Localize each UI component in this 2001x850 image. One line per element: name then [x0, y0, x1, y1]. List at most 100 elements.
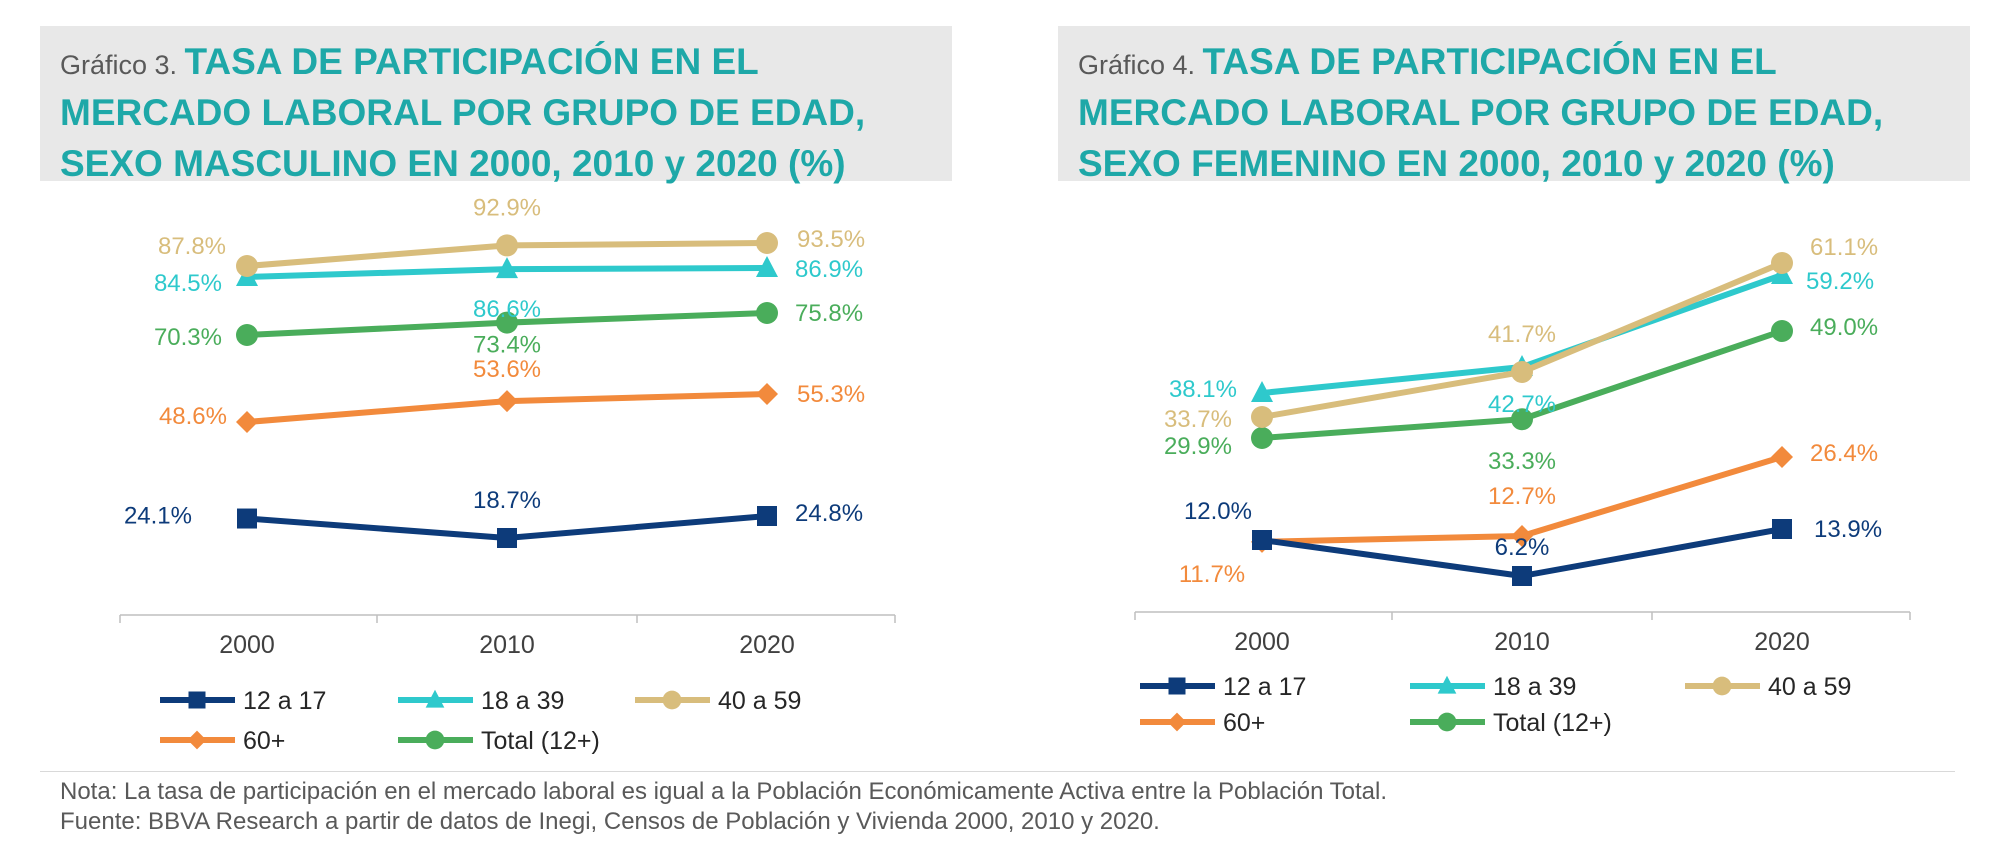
data-label: 86.9%: [795, 256, 863, 283]
legend-item: Total (12+): [1410, 709, 1612, 737]
data-point-marker: [756, 256, 778, 277]
legend-label: Total (12+): [1493, 709, 1612, 737]
legend-item: 40 a 59: [1685, 673, 1851, 701]
legend-label: 18 a 39: [481, 687, 564, 715]
data-label: 93.5%: [797, 226, 865, 253]
legend: 12 a 17 18 a 39 40 a 59 60+ Total (12+): [1140, 673, 1851, 737]
line-chart-masculino: 2000 2010 2020 24.1% 18.7% 24.8% 84.5% 86.6% 86.…: [119, 194, 896, 755]
data-label: 75.8%: [795, 300, 863, 327]
legend-swatch-marker: [1712, 676, 1732, 696]
chart-title-main: TASA DE PARTICIPACIÓN EN EL MERCADO LABO…: [60, 41, 866, 184]
data-point-marker: [496, 311, 518, 334]
legend: 12 a 17 18 a 39 40 a 59 60+ Total (12+): [160, 687, 801, 755]
x-tick-label: 2010: [479, 631, 535, 659]
data-label: 18.7%: [473, 487, 541, 514]
footer-source: Fuente: BBVA Research a partir de datos …: [60, 808, 1160, 835]
data-point-marker: [236, 324, 258, 346]
data-label: 26.4%: [1810, 440, 1878, 467]
x-tick-label: 2000: [219, 631, 275, 659]
data-label: 49.0%: [1810, 314, 1878, 341]
legend-swatch-marker: [1168, 677, 1186, 695]
legend-label: Total (12+): [481, 727, 600, 755]
x-axis: 2000 2010 2020: [119, 614, 896, 659]
legend-item: Total (12+): [398, 727, 600, 755]
series-total-12-: [1251, 320, 1793, 449]
data-point-marker: [757, 506, 777, 526]
data-point-marker: [1251, 427, 1273, 449]
legend-swatch-marker: [662, 690, 682, 710]
data-point-marker: [1511, 408, 1533, 431]
series-40-a-59: [1251, 252, 1793, 428]
legend-label: 60+: [243, 727, 285, 755]
series-total-12-: [236, 302, 778, 346]
data-point-marker: [1771, 320, 1793, 342]
legend-swatch-marker: [1437, 675, 1457, 694]
data-label: 87.8%: [158, 233, 226, 260]
legend-swatch-marker: [425, 689, 445, 708]
data-point-marker: [237, 508, 257, 529]
data-point-marker: [497, 528, 517, 548]
chart-title: Gráfico 3. TASA DE PARTICIPACIÓN EN EL M…: [60, 40, 932, 193]
legend-item: 12 a 17: [1140, 673, 1306, 701]
legend-item: 60+: [160, 727, 285, 755]
data-point-marker: [236, 411, 258, 433]
data-point-marker: [1251, 381, 1273, 402]
data-label: 55.3%: [797, 381, 865, 408]
legend-label: 12 a 17: [243, 687, 326, 715]
data-label: 59.2%: [1806, 268, 1874, 295]
series-60-: [236, 383, 778, 433]
legend-label: 18 a 39: [1493, 673, 1576, 701]
data-label: 42.7%: [1488, 391, 1556, 418]
data-point-marker: [1512, 566, 1532, 586]
data-point-marker: [1511, 524, 1533, 547]
data-label: 73.4%: [473, 332, 541, 359]
legend-item: 18 a 39: [1410, 673, 1576, 701]
legend-item: 18 a 39: [398, 687, 564, 715]
data-point-marker: [496, 257, 518, 279]
line-chart-femenino: 2000 2010 2020 12.0% 6.2% 13.9% 38.1% 42.7% 59.2…: [1134, 234, 1911, 737]
x-axis: 2000 2010 2020: [1134, 611, 1911, 656]
data-label: 48.6%: [159, 403, 227, 430]
data-point-marker: [1251, 406, 1273, 428]
data-point-marker: [1771, 252, 1793, 274]
legend-label: 40 a 59: [1768, 673, 1851, 701]
data-label: 24.8%: [795, 500, 863, 527]
data-label: 92.9%: [473, 194, 541, 221]
data-label: 6.2%: [1495, 534, 1550, 561]
data-label: 86.6%: [473, 296, 541, 323]
chart-panel-femenino: Gráfico 4. TASA DE PARTICIPACIÓN EN EL M…: [1020, 0, 1970, 760]
chart-title: Gráfico 4. TASA DE PARTICIPACIÓN EN EL M…: [1078, 40, 1950, 193]
data-point-marker: [1772, 519, 1792, 539]
footer-divider: [40, 771, 1955, 772]
data-label: 38.1%: [1169, 376, 1237, 403]
x-tick-label: 2020: [1754, 628, 1810, 656]
legend-swatch-marker: [1167, 712, 1187, 732]
series-12-a-17: [237, 506, 777, 548]
chart-title-prefix: Gráfico 3.: [60, 50, 185, 80]
legend-swatch-marker: [425, 730, 445, 750]
legend-item: 12 a 17: [160, 687, 326, 715]
data-label: 70.3%: [154, 324, 222, 351]
chart-title-prefix: Gráfico 4.: [1078, 50, 1203, 80]
legend-label: 40 a 59: [718, 687, 801, 715]
series-18-a-39: [236, 256, 778, 286]
data-point-marker: [236, 255, 258, 277]
legend-item: 60+: [1140, 709, 1265, 737]
series-12-a-17: [1252, 519, 1792, 586]
data-point-marker: [496, 390, 518, 413]
data-label: 11.7%: [1179, 561, 1245, 588]
legend-label: 12 a 17: [1223, 673, 1306, 701]
data-label: 61.1%: [1810, 234, 1878, 261]
data-label: 84.5%: [154, 270, 222, 297]
data-point-marker: [756, 302, 778, 324]
legend-swatch-marker: [187, 730, 207, 750]
chart-title-box: Gráfico 3. TASA DE PARTICIPACIÓN EN EL M…: [40, 26, 952, 184]
legend-swatch-marker: [188, 691, 206, 709]
data-point-marker: [496, 234, 518, 257]
chart-title-main: TASA DE PARTICIPACIÓN EN EL MERCADO LABO…: [1078, 41, 1884, 184]
footer-note: Nota: La tasa de participación en el mer…: [60, 778, 1388, 805]
chart-title-box: Gráfico 4. TASA DE PARTICIPACIÓN EN EL M…: [1058, 26, 1970, 184]
data-point-marker: [1771, 446, 1793, 468]
data-label: 33.3%: [1488, 448, 1556, 475]
legend-item: 40 a 59: [635, 687, 801, 715]
